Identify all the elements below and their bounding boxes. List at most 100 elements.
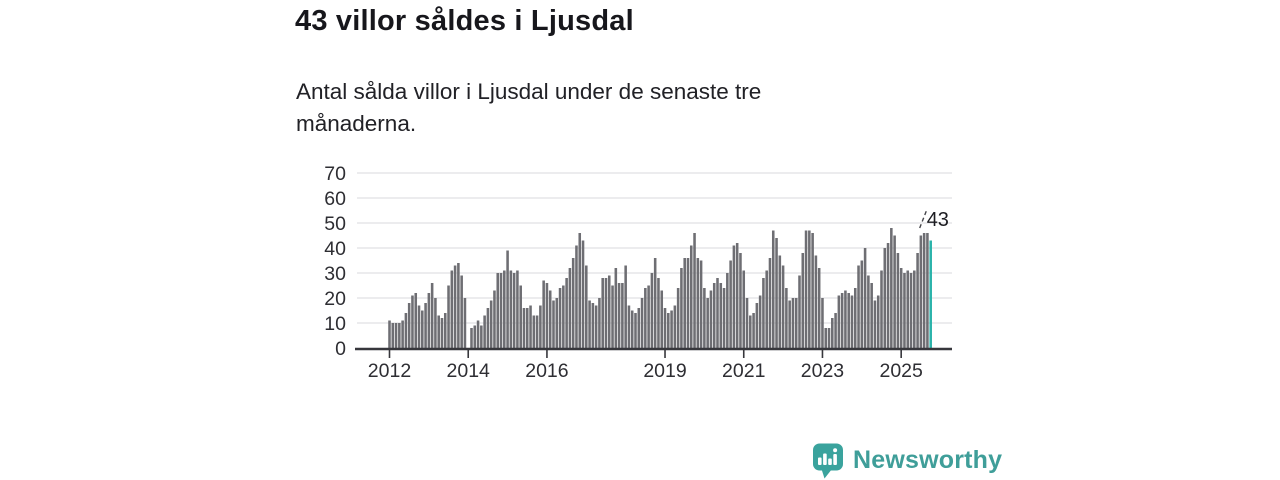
brand-footer: Newsworthy — [810, 442, 1002, 480]
bar — [739, 253, 742, 348]
bar — [585, 265, 588, 348]
bar — [817, 268, 821, 348]
bar — [683, 258, 686, 348]
bar — [411, 295, 414, 348]
y-axis-tick-label: 70 — [324, 163, 346, 185]
bar — [552, 300, 555, 348]
brand-name: Newsworthy — [853, 446, 1003, 474]
bar — [591, 303, 595, 348]
bar — [565, 278, 568, 348]
bar — [660, 290, 664, 348]
bar — [791, 298, 795, 348]
bar — [499, 273, 503, 348]
bar — [765, 270, 768, 348]
bar — [398, 323, 401, 348]
bar — [624, 265, 627, 348]
bar — [850, 295, 854, 348]
bar — [575, 245, 578, 348]
bar — [899, 268, 903, 348]
highlighted-bar-latest — [929, 240, 932, 348]
bar — [640, 298, 644, 348]
bar — [680, 268, 683, 348]
bar — [706, 298, 709, 348]
bar — [667, 313, 670, 348]
bar — [709, 290, 713, 348]
bar — [512, 273, 516, 348]
bar — [863, 248, 867, 348]
y-axis-tick-label: 50 — [324, 213, 346, 235]
bar — [778, 255, 782, 348]
bar — [768, 258, 772, 348]
bar — [844, 290, 847, 348]
x-axis-tick-label: 2014 — [447, 360, 491, 382]
y-axis-tick-label: 20 — [324, 288, 346, 310]
y-axis-tick-label: 10 — [324, 313, 346, 335]
bar — [771, 230, 775, 348]
bar — [703, 288, 706, 348]
bar — [594, 305, 598, 348]
bar — [453, 265, 457, 348]
bar — [437, 315, 440, 348]
bar — [913, 270, 916, 348]
bar — [808, 230, 811, 348]
bar — [876, 295, 880, 348]
bar — [450, 270, 454, 348]
bar — [926, 233, 929, 348]
bar — [745, 298, 749, 348]
bar — [558, 288, 562, 348]
bar — [634, 313, 637, 348]
bar — [493, 290, 496, 348]
bar — [391, 323, 395, 348]
bar — [870, 283, 873, 348]
bar — [476, 320, 480, 348]
bar — [581, 240, 585, 348]
bar — [489, 300, 493, 348]
y-axis-tick-label: 0 — [335, 338, 346, 360]
y-axis-tick-label: 40 — [324, 238, 346, 260]
bar — [814, 255, 818, 348]
bar — [503, 270, 506, 348]
bar — [621, 283, 624, 348]
bar — [696, 258, 700, 348]
x-axis-tick-label: 2023 — [801, 360, 844, 382]
bar — [883, 248, 887, 348]
bar — [509, 270, 513, 348]
bar — [699, 260, 703, 348]
chart-subtitle: Antal sålda villor i Ljusdal under de se… — [296, 79, 762, 137]
bar — [798, 275, 801, 348]
bar — [788, 300, 791, 348]
bar — [430, 283, 434, 348]
x-axis-tick-label: 2016 — [525, 360, 568, 382]
bar — [568, 268, 572, 348]
bar — [847, 293, 850, 348]
bar — [519, 285, 522, 348]
bar — [637, 308, 641, 348]
annotation-latest-value: 43 — [927, 209, 949, 231]
bar — [712, 283, 716, 348]
bar — [840, 293, 844, 348]
bar — [821, 298, 824, 348]
bar — [401, 320, 404, 348]
bar — [516, 270, 519, 348]
bar — [548, 290, 552, 348]
bar — [421, 310, 424, 348]
bar — [794, 298, 798, 348]
speech-bubble-bar-chart-icon — [813, 443, 843, 479]
y-axis-tick-label: 60 — [324, 188, 346, 210]
bar — [775, 238, 778, 348]
bar — [867, 275, 870, 348]
bar — [804, 230, 808, 348]
bar — [463, 298, 467, 348]
x-axis-tick-label: 2021 — [722, 360, 765, 382]
bar — [473, 325, 477, 348]
bar — [811, 233, 814, 348]
bar — [755, 303, 759, 348]
bar — [598, 298, 601, 348]
bar — [831, 318, 834, 348]
bar — [919, 235, 923, 348]
bar — [686, 258, 690, 348]
bar — [424, 303, 427, 348]
bar — [506, 250, 509, 348]
bar — [873, 300, 877, 348]
